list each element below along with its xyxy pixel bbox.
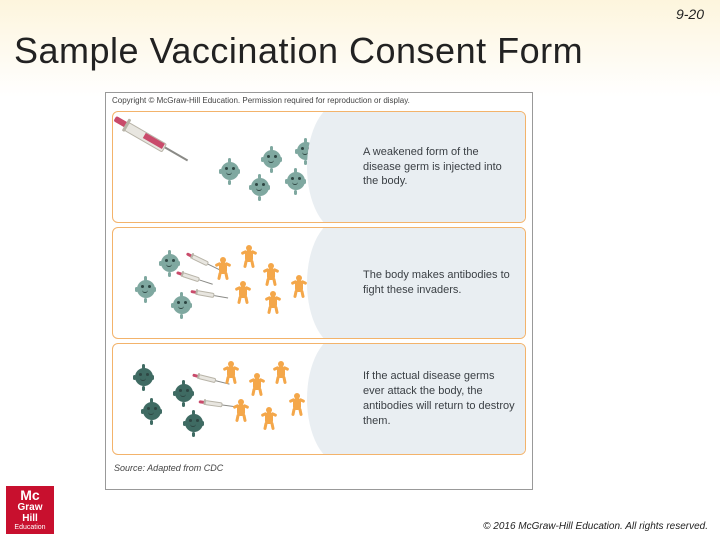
figure-container: Copyright © McGraw-Hill Education. Permi… xyxy=(105,92,533,490)
antibody-icon xyxy=(261,264,281,288)
panel-1: A weakened form of the disease germ is i… xyxy=(112,111,526,223)
publisher-logo: Mc Graw Hill Education xyxy=(6,486,54,534)
logo-line-3: Hill xyxy=(22,514,38,525)
panel-2-caption-box: The body makes antibodies to fight these… xyxy=(349,228,525,338)
panel-3: If the actual disease germs ever attack … xyxy=(112,343,526,455)
panel-2-text: The body makes antibodies to fight these… xyxy=(363,268,515,298)
antibody-icon xyxy=(231,400,251,424)
slide: 9-20 Sample Vaccination Consent Form Cop… xyxy=(0,0,720,540)
panel-2: The body makes antibodies to fight these… xyxy=(112,227,526,339)
panel-1-caption-box: A weakened form of the disease germ is i… xyxy=(349,112,525,222)
logo-line-1: Mc xyxy=(20,488,39,503)
germ-icon xyxy=(173,296,191,314)
antibody-icon xyxy=(233,282,253,306)
panel-1-text: A weakened form of the disease germ is i… xyxy=(363,145,515,190)
figure-source: Source: Adapted from CDC xyxy=(106,459,532,473)
panel-3-text: If the actual disease germs ever attack … xyxy=(363,369,515,428)
slide-title: Sample Vaccination Consent Form xyxy=(14,30,583,72)
footer-copyright: © 2016 McGraw-Hill Education. All rights… xyxy=(483,521,708,532)
germ-dark-icon xyxy=(175,384,193,402)
germ-dark-icon xyxy=(143,402,161,420)
antibody-icon xyxy=(271,362,291,386)
antibody-icon xyxy=(239,246,259,270)
antibody-icon xyxy=(259,408,279,432)
antibody-icon xyxy=(263,292,283,316)
figure-copyright: Copyright © McGraw-Hill Education. Permi… xyxy=(106,93,532,107)
germ-icon xyxy=(263,150,281,168)
germ-icon xyxy=(137,280,155,298)
germ-dark-icon xyxy=(185,414,203,432)
panel-3-caption-box: If the actual disease germs ever attack … xyxy=(349,344,525,454)
germ-icon xyxy=(161,254,179,272)
antibody-icon xyxy=(289,276,309,300)
antibody-icon xyxy=(287,394,307,418)
germ-icon xyxy=(251,178,269,196)
germ-dark-icon xyxy=(135,368,153,386)
antibody-icon xyxy=(213,258,233,282)
antibody-icon xyxy=(247,374,267,398)
antibody-icon xyxy=(221,362,241,386)
germ-icon xyxy=(221,162,239,180)
page-number: 9-20 xyxy=(676,6,704,22)
germ-icon xyxy=(287,172,305,190)
logo-line-4: Education xyxy=(14,524,45,531)
